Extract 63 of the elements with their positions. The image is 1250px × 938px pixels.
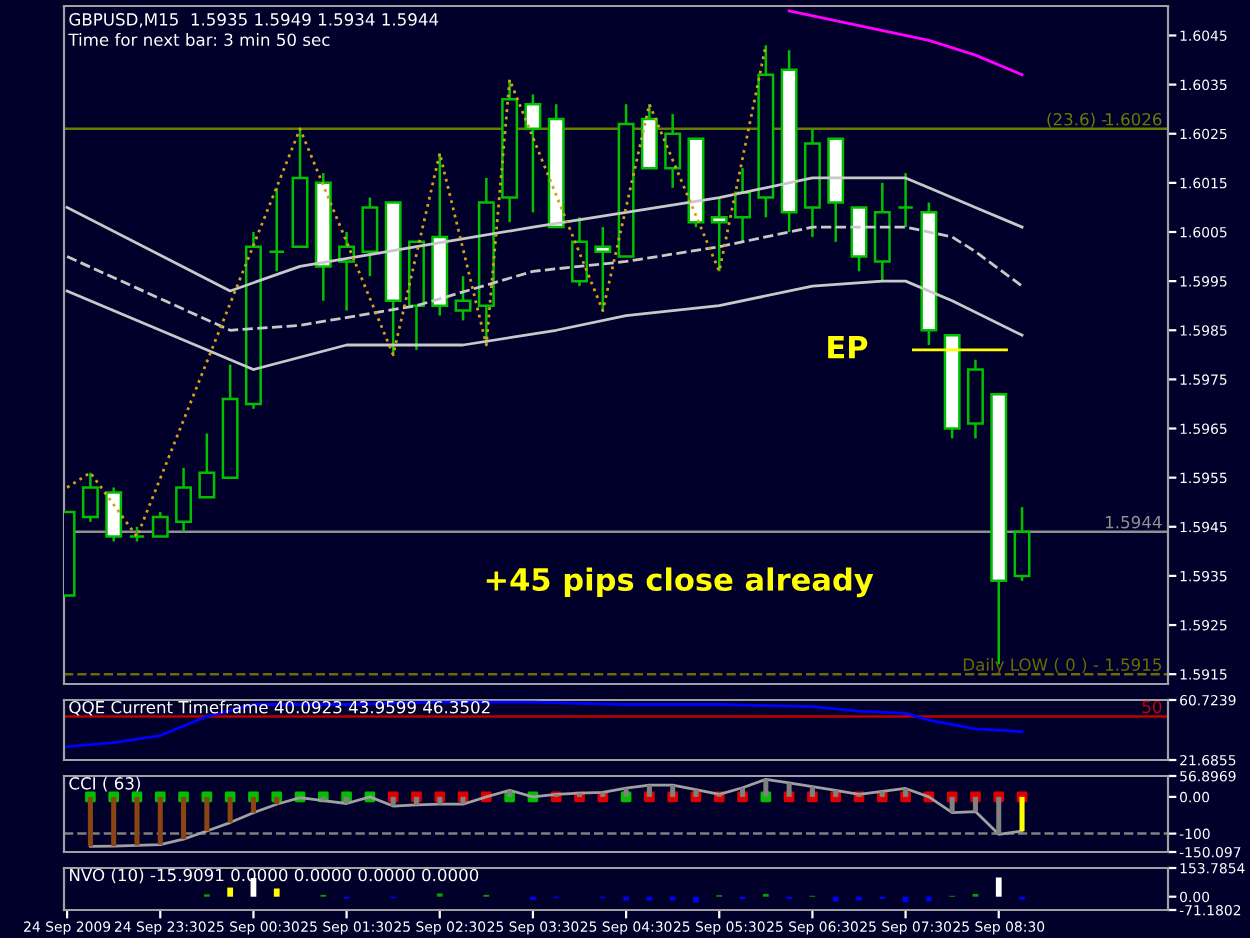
bar [763,779,769,797]
bar [204,796,210,832]
annotation: +45 pips close already [486,567,874,598]
chart-title: GBPUSD,M15 1.5935 1.5949 1.5934 1.5944 [69,13,439,28]
candlestick [81,471,99,524]
candlestick [151,510,169,538]
candlestick [361,196,379,278]
bar [181,796,187,840]
candlestick [571,216,588,288]
candlestick [105,486,123,543]
candlestick [897,171,915,229]
bar [157,796,163,845]
candlestick [198,432,216,499]
candlestick [710,196,728,273]
annotation: (23.6) - [1047,112,1107,128]
line-series [65,700,1024,748]
bar [1019,796,1025,832]
bar [623,788,629,797]
bar [809,786,815,797]
bar [227,796,233,823]
bar [460,796,466,805]
bar [437,796,443,805]
ref-line-label: 50 [1142,700,1162,714]
bar [227,887,234,897]
candlestick [1013,505,1031,583]
bar [273,888,280,897]
bar [903,788,909,797]
bar [111,796,117,847]
bar [87,796,93,847]
candlestick [664,112,682,190]
candlestick [594,225,612,312]
bar [646,785,652,797]
line-series [65,225,1024,332]
bar [390,796,396,807]
ref-line-label: 1.6026 [1105,112,1162,126]
bar [972,796,978,812]
bar [250,796,256,813]
candlestick [734,166,752,244]
bar [693,896,699,903]
bar [786,782,792,797]
candlestick [454,274,472,322]
ref-line-label: 1.5944 [1105,515,1162,529]
bar [949,796,955,813]
bar [693,789,699,797]
bar [344,796,350,804]
bar [274,796,280,805]
candlestick [175,466,193,533]
chart-title: NVO (10) -15.9091 0.0000 0.0000 0.0000 0.0000 [70,868,479,884]
bar [995,877,1002,897]
series-label: EP [828,336,868,359]
line-series [65,176,1024,293]
candlestick [524,93,542,214]
line-series [787,9,1024,77]
text: Time for next bar: 3 min 50 sec [68,33,330,47]
bar [740,787,746,797]
bar [413,796,419,805]
line-series [65,43,768,538]
line-series [65,279,1024,371]
bar [134,796,140,846]
bar [670,785,676,797]
chart-title: CCI ( 63) [69,776,140,792]
candlestick [268,186,286,273]
ref-line-label: Daily LOW ( 0 ) - 1.5915 [963,658,1162,675]
